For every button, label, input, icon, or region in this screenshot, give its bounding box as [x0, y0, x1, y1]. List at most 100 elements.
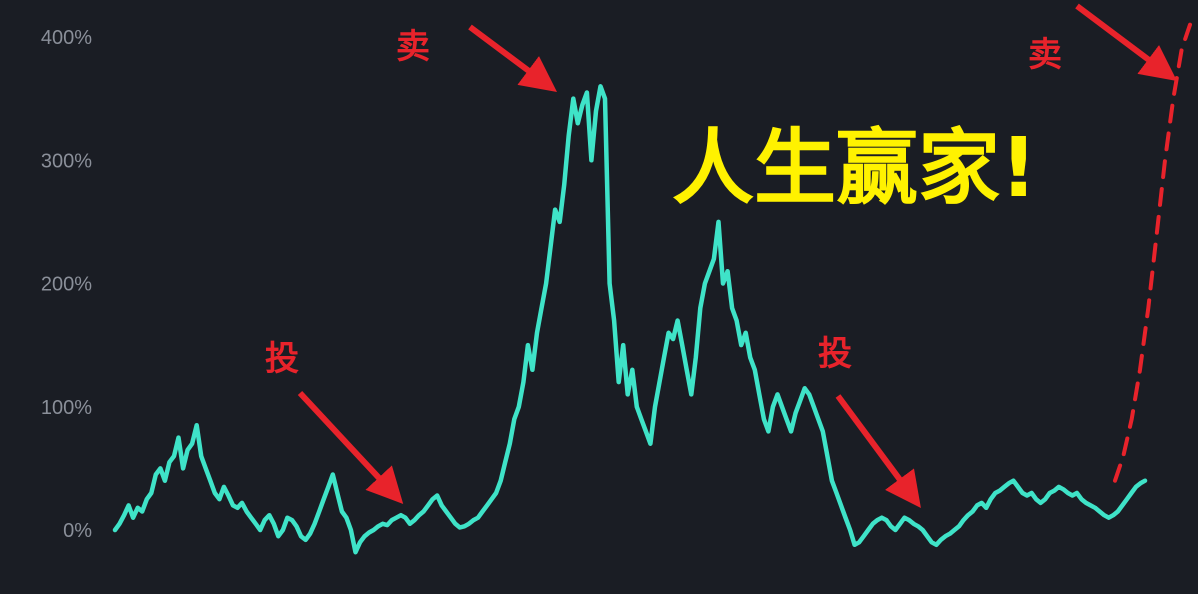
data-point	[589, 158, 594, 162]
data-point	[698, 306, 702, 310]
data-point	[980, 501, 984, 505]
data-point	[326, 485, 330, 489]
buy-arrow-1	[297, 390, 404, 504]
annotation-sell-1: 卖	[396, 27, 430, 67]
data-point	[635, 405, 639, 409]
data-point	[517, 405, 521, 409]
data-point	[1089, 503, 1093, 507]
data-point	[290, 518, 294, 522]
data-point	[771, 405, 775, 409]
data-point	[862, 534, 866, 538]
data-point	[975, 503, 979, 507]
data-point	[313, 522, 317, 526]
data-point	[322, 497, 326, 501]
annotation-buy-1: 投	[265, 339, 299, 379]
data-point	[1034, 497, 1038, 501]
data-point	[467, 522, 471, 526]
data-point	[399, 513, 403, 517]
data-point	[875, 518, 879, 522]
data-point	[916, 524, 920, 528]
data-point	[526, 343, 530, 347]
data-point	[617, 380, 621, 384]
data-point	[272, 522, 276, 526]
data-point	[816, 417, 820, 421]
headline: 人生赢家!	[672, 121, 1037, 216]
data-point	[735, 318, 739, 323]
data-points	[113, 84, 1147, 554]
data-point	[943, 534, 948, 538]
data-point	[676, 318, 680, 323]
data-point	[544, 281, 548, 286]
data-point	[961, 518, 966, 522]
data-point	[471, 518, 476, 522]
data-point	[703, 281, 707, 286]
data-point	[685, 368, 689, 372]
sell-arrow-2	[1075, 3, 1177, 81]
data-point	[880, 516, 884, 520]
data-point	[694, 355, 698, 360]
data-point	[657, 380, 662, 384]
data-point	[490, 497, 494, 501]
data-point	[1025, 493, 1029, 498]
data-point	[426, 503, 430, 507]
data-point	[812, 405, 816, 409]
data-point	[830, 479, 834, 483]
data-point	[739, 343, 743, 347]
data-point	[254, 522, 258, 526]
data-point	[825, 454, 830, 458]
data-point	[258, 528, 262, 532]
annotation-buy-2: 投	[818, 334, 852, 374]
data-point	[1070, 493, 1074, 498]
data-point	[372, 528, 376, 532]
data-point	[571, 97, 575, 101]
data-point	[549, 244, 553, 249]
data-point	[421, 509, 426, 514]
data-point	[766, 429, 771, 433]
data-point	[299, 534, 303, 538]
data-point	[898, 522, 902, 526]
data-point	[131, 516, 135, 520]
data-point	[1125, 497, 1129, 501]
y-axis: 0% 100% 200% 300% 400%	[41, 27, 92, 542]
data-point	[122, 513, 126, 517]
data-point	[1143, 479, 1147, 483]
data-point	[208, 479, 212, 483]
data-point	[245, 509, 249, 514]
data-point	[857, 540, 861, 544]
data-point	[921, 528, 925, 532]
data-point	[726, 269, 730, 273]
data-point	[1116, 509, 1120, 514]
data-point	[1111, 513, 1115, 517]
data-point	[412, 518, 417, 522]
data-point	[394, 516, 398, 520]
y-tick-label: 300%	[41, 150, 92, 172]
data-point	[707, 269, 712, 273]
data-point	[145, 497, 149, 501]
data-point	[744, 331, 748, 335]
data-point	[1134, 485, 1138, 489]
data-point	[1052, 489, 1056, 493]
data-point	[957, 524, 961, 528]
data-point	[689, 392, 693, 396]
data-point	[199, 454, 203, 458]
data-point	[730, 306, 734, 310]
data-point	[535, 331, 539, 335]
y-tick-label: 100%	[41, 397, 92, 419]
data-point	[680, 343, 684, 347]
data-point	[1098, 509, 1102, 514]
data-point	[1043, 497, 1047, 501]
data-point	[712, 257, 716, 261]
data-point	[136, 506, 140, 510]
data-point	[948, 532, 952, 536]
data-point	[417, 513, 421, 517]
data-point	[608, 281, 612, 286]
data-point	[866, 528, 870, 532]
data-point	[213, 491, 217, 495]
data-point	[794, 411, 798, 415]
data-point	[167, 460, 171, 464]
data-point	[1120, 503, 1124, 507]
data-point	[480, 509, 485, 514]
data-point	[235, 506, 240, 510]
data-point	[1007, 481, 1011, 485]
data-point	[308, 532, 312, 536]
